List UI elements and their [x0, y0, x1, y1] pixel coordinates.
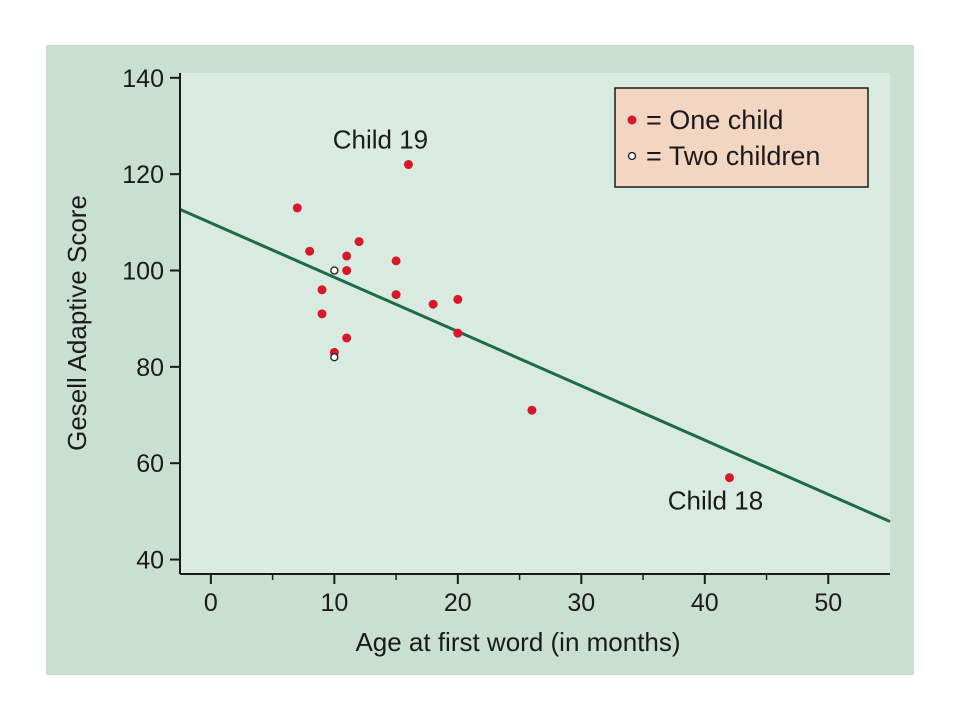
data-points: [292, 160, 734, 483]
y-tick-label-40: 40: [136, 547, 164, 575]
x-tick-label-10: 10: [320, 589, 348, 617]
y-tick-label-60: 60: [136, 450, 164, 478]
point-one-child-15: [403, 160, 413, 170]
point-one-child-8: [305, 246, 315, 256]
point-one-child-3: [317, 309, 327, 319]
point-one-child-5: [453, 328, 463, 338]
point-one-child-1: [527, 405, 537, 415]
x-tick-label-20: 20: [444, 589, 472, 617]
x-tick-label-0: 0: [204, 589, 218, 617]
regression-line: [179, 208, 891, 523]
point-one-child-10: [292, 203, 302, 213]
legend: = One child = Two children: [614, 87, 869, 188]
legend-label-one-child: = One child: [646, 105, 783, 135]
point-two-children-0: [330, 266, 339, 275]
point-one-child-11: [317, 285, 327, 295]
point-one-child-13: [342, 251, 352, 261]
axes: 40 60 80 100 120 140 0 10 20 30 40 50: [122, 65, 890, 617]
point-one-child-16: [724, 473, 734, 483]
y-tick-label-140: 140: [122, 65, 164, 93]
legend-marker-one-child: [627, 115, 637, 125]
point-one-child-14: [354, 237, 364, 247]
annotation-child-19: Child 19: [333, 125, 428, 155]
y-tick-label-80: 80: [136, 354, 164, 382]
scatter-chart: Child 19 Child 18 40 60 80 100 120 140 0 10 20 30…: [46, 45, 914, 675]
y-tick-label-120: 120: [122, 161, 164, 189]
point-one-child-6: [428, 299, 438, 309]
point-one-child-4: [391, 256, 401, 266]
legend-box: [614, 87, 869, 188]
legend-marker-two-children: [627, 151, 637, 161]
y-axis-label: Gesell Adaptive Score: [62, 195, 92, 451]
x-tick-label-50: 50: [814, 589, 842, 617]
legend-label-two-children: = Two children: [646, 141, 820, 171]
annotation-child-18: Child 18: [668, 486, 763, 516]
x-tick-label-30: 30: [567, 589, 595, 617]
point-one-child-0: [391, 290, 401, 300]
x-axis-label: Age at first word (in months): [355, 627, 680, 657]
y-tick-label-100: 100: [122, 258, 164, 286]
point-one-child-12: [342, 333, 352, 343]
point-two-children-1: [330, 353, 339, 362]
point-one-child-9: [453, 294, 463, 304]
x-tick-label-40: 40: [691, 589, 719, 617]
chart-frame: Child 19 Child 18 40 60 80 100 120 140 0 10 20 30…: [46, 45, 914, 675]
point-one-child-7: [342, 266, 352, 276]
